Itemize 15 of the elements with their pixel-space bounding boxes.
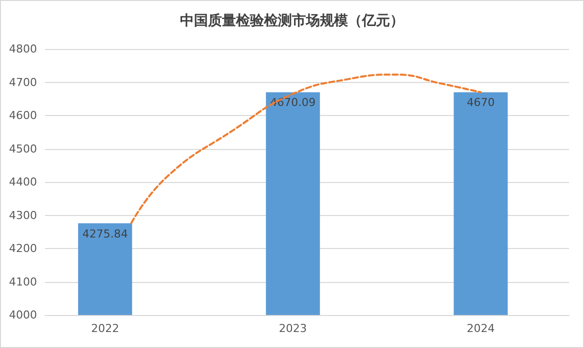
y-tick-label: 4300 [9,208,37,222]
chart-title: 中国质量检验检测市场规模（亿元） [180,12,404,29]
y-tick-label: 4400 [9,176,37,188]
y-tick-label: 4700 [9,76,37,89]
y-tick-label: 4500 [9,142,37,156]
y-tick-label: 4100 [9,275,37,288]
x-tick-label: 2023 [278,322,307,335]
y-tick-label: 4200 [9,242,37,255]
y-tick-label: 4800 [9,42,37,56]
y-tick-label: 4000 [9,308,37,322]
data-label: 4275.84 [82,227,128,240]
y-tick-label: 4600 [9,109,37,122]
x-tick-label: 2024 [466,322,495,335]
x-tick-label: 2022 [91,322,120,335]
data-label: 4670 [466,96,495,110]
